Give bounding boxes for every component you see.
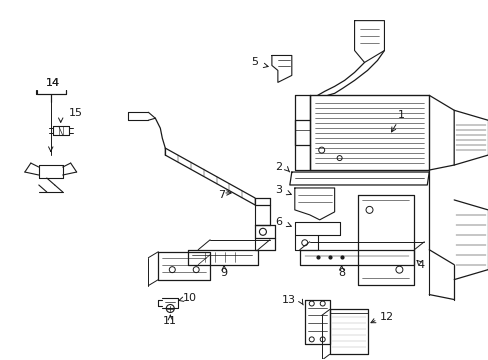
Text: 10: 10 [183, 293, 197, 302]
Circle shape [259, 228, 266, 235]
Text: 12: 12 [379, 312, 393, 323]
Text: 3: 3 [274, 185, 281, 195]
Text: 11: 11 [163, 316, 177, 327]
Text: 6: 6 [274, 217, 281, 227]
Circle shape [395, 266, 402, 273]
Text: 2: 2 [274, 162, 281, 172]
Text: 4: 4 [416, 260, 424, 270]
Circle shape [166, 305, 174, 312]
Circle shape [336, 156, 342, 161]
Circle shape [169, 267, 175, 273]
Text: 15: 15 [68, 108, 82, 118]
Circle shape [308, 301, 314, 306]
Circle shape [308, 337, 314, 342]
Circle shape [366, 206, 372, 213]
Text: 8: 8 [337, 267, 345, 278]
Text: 5: 5 [250, 58, 258, 67]
Text: 7: 7 [218, 190, 225, 200]
Circle shape [320, 301, 325, 306]
Text: 14: 14 [45, 78, 60, 88]
Text: 13: 13 [281, 294, 295, 305]
Text: 1: 1 [397, 110, 404, 120]
Circle shape [301, 240, 307, 246]
Circle shape [318, 147, 324, 153]
Text: 9: 9 [220, 267, 227, 278]
Circle shape [193, 267, 199, 273]
Circle shape [320, 337, 325, 342]
Text: 14: 14 [45, 78, 60, 88]
